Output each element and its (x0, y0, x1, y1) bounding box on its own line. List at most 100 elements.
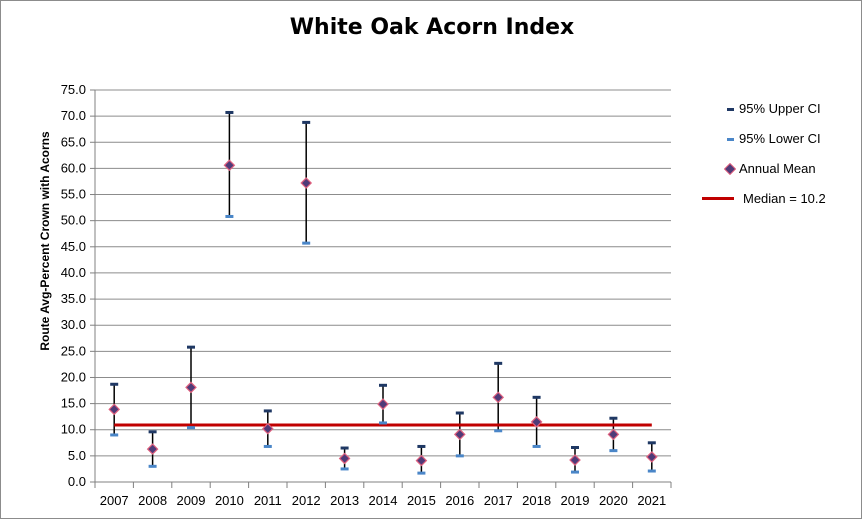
x-tick-label: 2021 (637, 493, 666, 508)
annual-mean-marker (146, 443, 159, 455)
lower-ci-marker (340, 467, 349, 471)
x-tick-label: 2016 (445, 493, 474, 508)
x-tick-label: 2008 (138, 493, 167, 508)
annual-mean-marker (261, 422, 274, 435)
annual-mean-marker (645, 451, 658, 463)
lower-ci-marker (647, 469, 656, 473)
lower-ci-marker (609, 449, 618, 453)
y-tick-labels: 0.0 5.0 10.0 15.0 20.0 25.0 30.0 35.0 40.0 45.0 50… (61, 82, 86, 489)
x-tick-label: 2011 (254, 493, 282, 508)
annual-mean-marker (185, 381, 197, 394)
upper-ci-marker (532, 395, 541, 399)
legend: 95% Upper CI 95% Lower CI Annual Mean Me… (701, 101, 851, 221)
annual-mean-marker (453, 428, 466, 441)
annual-mean-marker (300, 177, 313, 189)
error-bars (113, 112, 653, 474)
annual-mean-marker (569, 454, 581, 466)
legend-label-upper-ci: 95% Upper CI (739, 101, 821, 116)
upper-ci-marker (609, 416, 618, 420)
upper-ci-marker (417, 444, 426, 448)
upper-ci-marker (455, 411, 464, 415)
lower-ci-marker (417, 471, 426, 475)
upper-ci-marker (187, 345, 195, 349)
lower-ci-swatch (727, 138, 734, 141)
y-tick-label: 10.0 (61, 422, 86, 437)
y-tick-label: 15.0 (61, 396, 86, 411)
upper-ci-marker (494, 361, 503, 365)
y-tick-label: 45.0 (61, 239, 86, 254)
lower-ci-marker (379, 421, 387, 425)
lower-ci-marker (187, 426, 195, 430)
upper-ci-marker (110, 382, 119, 386)
annual-mean-marker (223, 159, 236, 172)
upper-ci-marker (647, 441, 656, 445)
x-tick-label: 2013 (330, 493, 359, 508)
legend-item-annual-mean: Annual Mean (701, 161, 851, 191)
upper-ci-marker (148, 430, 157, 434)
y-tick-label: 5.0 (68, 448, 86, 463)
y-tick-label: 40.0 (61, 265, 86, 280)
upper-ci-markers (110, 110, 656, 450)
annual-mean-marker (338, 452, 351, 465)
chart-title: White Oak Acorn Index (289, 15, 575, 40)
gridlines (95, 89, 671, 483)
annual-mean-marker (108, 403, 121, 416)
legend-label-annual-mean: Annual Mean (739, 161, 816, 176)
lower-ci-markers (110, 214, 656, 475)
y-tick-label: 25.0 (61, 343, 86, 358)
x-tick-label: 2009 (177, 493, 206, 508)
lower-ci-marker (148, 464, 157, 468)
upper-ci-marker (340, 446, 349, 450)
y-tick-label: 65.0 (61, 134, 86, 149)
lower-ci-marker (263, 444, 272, 448)
annual-mean-marker (492, 391, 505, 404)
y-tick-label: 55.0 (61, 187, 86, 202)
y-tick-label: 75.0 (61, 82, 86, 97)
median-swatch (702, 197, 734, 200)
legend-item-median: Median = 10.2 (701, 191, 851, 221)
y-tick-label: 30.0 (61, 317, 86, 332)
lower-ci-marker (455, 454, 464, 458)
x-tick-label: 2015 (407, 493, 436, 508)
upper-ci-swatch (727, 108, 734, 111)
axes (90, 89, 672, 488)
x-tick-label: 2012 (292, 493, 321, 508)
upper-ci-marker (225, 110, 234, 114)
lower-ci-marker (571, 470, 579, 474)
y-tick-label: 20.0 (61, 369, 86, 384)
y-tick-label: 70.0 (61, 108, 86, 123)
legend-item-lower-ci: 95% Lower CI (701, 131, 851, 161)
x-tick-label: 2010 (215, 493, 244, 508)
annual-mean-markers (108, 159, 658, 467)
lower-ci-marker (494, 429, 503, 433)
y-tick-label: 60.0 (61, 160, 86, 175)
annual-mean-marker (377, 398, 389, 410)
annual-mean-marker (607, 428, 620, 441)
lower-ci-marker (110, 433, 119, 437)
x-tick-label: 2014 (369, 493, 398, 508)
lower-ci-marker (532, 444, 541, 448)
x-tick-label: 2017 (484, 493, 513, 508)
annual-mean-marker (530, 416, 543, 428)
x-tick-label: 2020 (599, 493, 628, 508)
lower-ci-marker (225, 214, 234, 218)
upper-ci-marker (379, 383, 387, 387)
x-tick-labels: 2007 2008 2009 2010 2011 2012 2013 2014 2015 2016… (100, 493, 667, 508)
annual-mean-marker (415, 454, 428, 467)
legend-label-median: Median = 10.2 (743, 191, 826, 206)
y-tick-label: 0.0 (68, 474, 86, 489)
y-tick-label: 35.0 (61, 291, 86, 306)
upper-ci-marker (302, 120, 311, 124)
x-tick-label: 2007 (100, 493, 129, 508)
legend-label-lower-ci: 95% Lower CI (739, 131, 821, 146)
x-tick-label: 2019 (561, 493, 590, 508)
legend-item-upper-ci: 95% Upper CI (701, 101, 851, 131)
annual-mean-swatch (724, 163, 736, 175)
y-tick-label: 50.0 (61, 213, 86, 228)
lower-ci-marker (302, 241, 311, 245)
upper-ci-marker (263, 409, 272, 413)
upper-ci-marker (571, 446, 579, 450)
x-tick-label: 2018 (522, 493, 551, 508)
